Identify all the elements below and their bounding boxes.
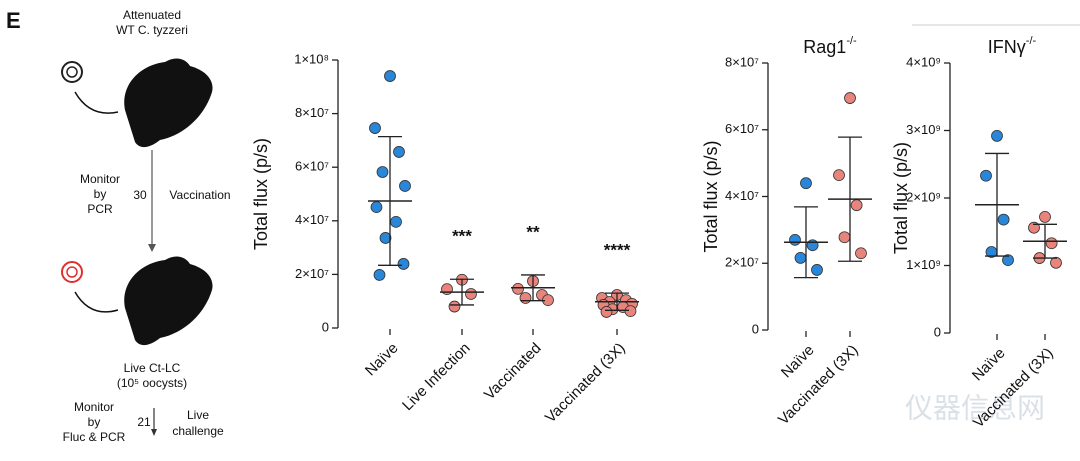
x-tick-label: Vaccinated (3X)	[542, 340, 629, 427]
panel-label: E	[6, 8, 21, 33]
y-tick-label: 2×10⁹	[906, 189, 941, 204]
data-point	[833, 169, 845, 182]
y-tick-label: 4×10⁷	[295, 212, 329, 227]
diagram-text: by	[94, 187, 107, 201]
data-point	[838, 231, 851, 244]
y-tick-label: 1×10⁸	[294, 51, 329, 66]
data-point	[991, 129, 1003, 142]
mouse	[124, 256, 213, 346]
parasite-icon	[61, 61, 83, 83]
data-point	[789, 233, 801, 246]
significance: ***	[452, 227, 472, 246]
arrow	[74, 291, 119, 313]
data-point	[373, 269, 386, 281]
y-axis-label: Total flux (p/s)	[701, 140, 721, 252]
y-tick-label: 4×10⁹	[906, 54, 941, 69]
diagram-text: Monitor	[80, 172, 120, 186]
data-point	[997, 213, 1010, 226]
y-axis-label: Total flux (p/s)	[891, 142, 911, 254]
data-point	[390, 215, 402, 228]
diagram-text: Fluc & PCR	[63, 430, 126, 444]
y-tick-label: 1×10⁹	[906, 257, 941, 272]
data-point	[376, 166, 389, 178]
title-sup: -/-	[1026, 35, 1037, 47]
y-tick-label: 6×10⁷	[295, 159, 329, 174]
data-point	[512, 282, 524, 295]
watermark: 仪器信息网	[905, 392, 1045, 423]
diagram-text: PCR	[87, 202, 113, 216]
diagram-text: by	[88, 415, 101, 429]
data-point	[1039, 210, 1051, 223]
arrow-head	[151, 429, 157, 436]
y-axis-label: Total flux (p/s)	[251, 138, 271, 250]
data-point	[811, 264, 823, 276]
x-tick-label: Naïve	[969, 345, 1009, 385]
data-point	[980, 169, 992, 182]
diagram-text: 30	[133, 188, 147, 202]
data-point	[800, 177, 812, 190]
title-main: Rag1	[803, 37, 846, 57]
data-point	[393, 146, 405, 158]
y-tick-label: 8×10⁷	[295, 105, 329, 120]
x-tick-label: Vaccinated	[481, 340, 545, 404]
chart-title: Rag1-/-	[803, 35, 857, 57]
y-tick-label: 0	[322, 319, 329, 334]
data-point	[794, 252, 807, 264]
data-point	[1050, 256, 1062, 269]
y-tick-label: 2×10⁷	[295, 266, 329, 281]
data-point	[600, 306, 613, 318]
title-main: IFNγ	[988, 37, 1026, 57]
diagram-text: Monitor	[74, 400, 114, 414]
y-tick-label: 4×10⁷	[725, 188, 759, 203]
data-point	[844, 92, 856, 104]
parasite-icon	[61, 261, 83, 283]
y-tick-label: 2×10⁷	[725, 255, 759, 270]
parasite-icon	[66, 266, 78, 278]
diagram-text: Live	[187, 408, 209, 422]
data-point	[441, 283, 453, 296]
x-tick-label: Naïve	[778, 342, 818, 382]
diagram-text: (10⁵ oocysts)	[117, 376, 187, 390]
data-point	[397, 258, 410, 270]
parasite-icon	[66, 66, 78, 78]
data-point	[370, 201, 383, 214]
diagram-text: challenge	[172, 424, 224, 438]
data-point	[399, 180, 411, 192]
data-point	[806, 239, 819, 252]
diagram-text: 21	[137, 415, 151, 429]
mouse	[124, 58, 213, 148]
y-tick-label: 3×10⁹	[906, 122, 941, 137]
data-point	[448, 300, 461, 313]
y-tick-label: 6×10⁷	[725, 121, 759, 136]
significance: ****	[604, 241, 631, 260]
diagram-text: Live Ct-LC	[124, 361, 181, 375]
data-point	[1045, 237, 1058, 250]
significance: **	[526, 222, 540, 241]
y-tick-label: 0	[934, 324, 941, 339]
diagram-text: Attenuated	[123, 8, 181, 22]
x-tick-label: Naïve	[362, 340, 402, 380]
title-sup: -/-	[846, 35, 857, 47]
x-tick-label: Live Infection	[399, 340, 474, 415]
data-point	[519, 292, 532, 304]
data-point	[379, 232, 392, 244]
diagram-text: WT C. tyzzeri	[116, 23, 188, 37]
data-point	[384, 70, 396, 82]
data-point	[855, 247, 867, 260]
diagram-text: Vaccination	[169, 188, 230, 202]
data-point	[850, 199, 863, 212]
data-point	[465, 288, 477, 300]
y-tick-label: 8×10⁷	[725, 54, 759, 69]
x-tick-label: Vaccinated (3X)	[775, 342, 862, 429]
data-point	[369, 122, 381, 134]
y-tick-label: 0	[752, 321, 759, 336]
arrow-head	[148, 244, 156, 252]
diagram	[61, 58, 213, 436]
chart-title: IFNγ-/-	[988, 35, 1037, 57]
data-point	[1002, 254, 1014, 267]
data-point	[624, 305, 637, 318]
arrow	[74, 91, 119, 114]
